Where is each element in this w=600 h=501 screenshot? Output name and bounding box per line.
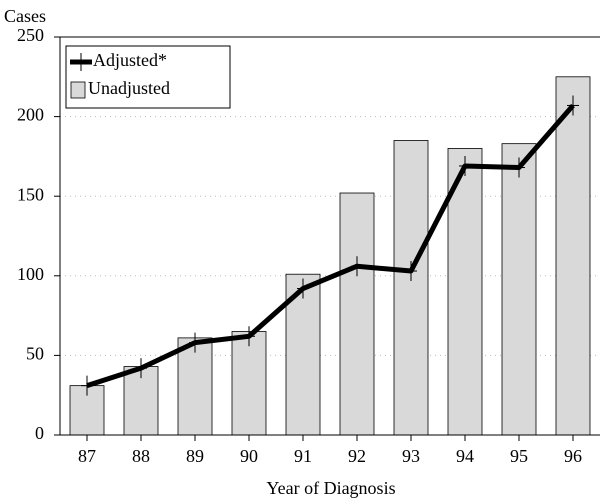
marker (243, 326, 255, 347)
marker (405, 261, 417, 282)
x-axis-label: Year of Diagnosis (266, 478, 395, 498)
line (86, 103, 575, 389)
x-tick-label: 93 (402, 446, 420, 466)
y-tick-label: 50 (26, 344, 44, 364)
legend-label: Unadjusted (88, 78, 170, 98)
x-tick-label: 95 (510, 446, 528, 466)
x-tick-label: 91 (294, 446, 312, 466)
y-tick-label: 250 (17, 25, 44, 45)
y-tick-label: 100 (17, 264, 44, 284)
bar (447, 148, 483, 436)
bar (177, 337, 213, 436)
legend-swatch (70, 81, 86, 99)
marker (459, 155, 471, 176)
x-tick-label: 89 (186, 446, 204, 466)
y-tick-label: 200 (17, 105, 44, 125)
marker (567, 95, 579, 116)
bar (555, 76, 591, 436)
bar (339, 192, 375, 436)
legend-label: Adjusted* (93, 50, 167, 70)
marker (135, 358, 147, 379)
marker (297, 278, 309, 299)
legend-box (65, 45, 231, 109)
x-tick-label: 94 (456, 446, 474, 466)
y-tick-label: 0 (35, 423, 44, 443)
marker (189, 332, 201, 353)
y-tick-label: 150 (17, 184, 44, 204)
x-tick-label: 87 (78, 446, 96, 466)
marker (351, 256, 363, 277)
x-tick-label: 90 (240, 446, 258, 466)
bar (501, 143, 537, 436)
x-tick-label: 92 (348, 446, 366, 466)
y-axis-label: Cases (4, 6, 46, 26)
x-tick-label: 96 (564, 446, 582, 466)
bar (231, 331, 267, 436)
x-tick-label: 88 (132, 446, 150, 466)
marker (81, 375, 93, 396)
bar (393, 140, 429, 436)
marker (513, 157, 525, 178)
